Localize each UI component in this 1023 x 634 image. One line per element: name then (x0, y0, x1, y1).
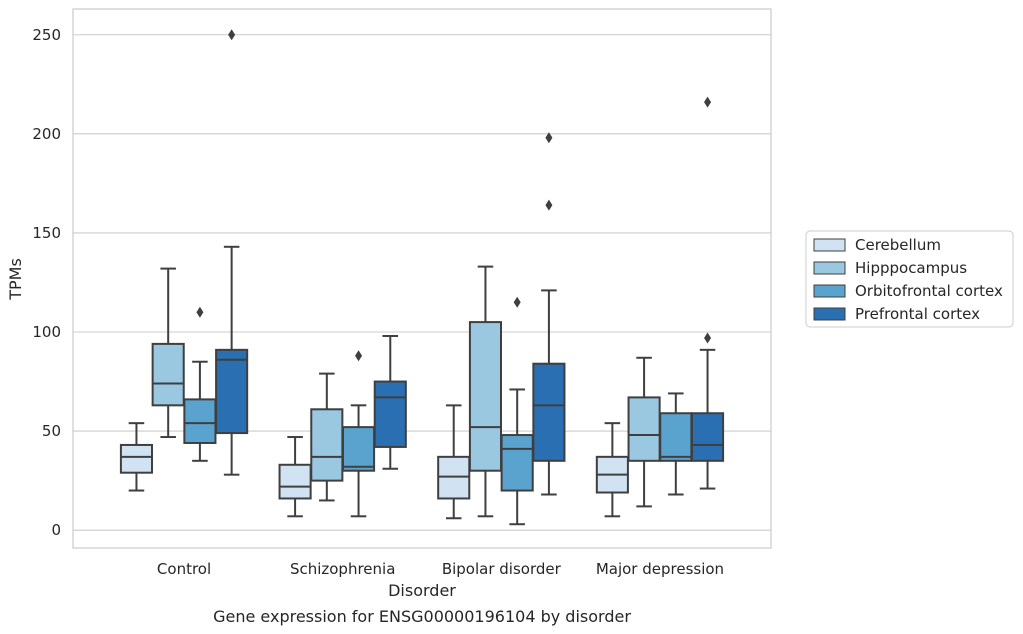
y-axis-label: TPMs (6, 258, 25, 301)
box-iqr (215, 348, 249, 435)
box-group (659, 392, 693, 496)
box-group (437, 404, 471, 520)
box-plots (119, 29, 725, 526)
legend-label: Hipppocampus (855, 259, 967, 277)
outlier-point (513, 296, 521, 308)
legend-label: Cerebellum (855, 236, 941, 254)
y-tick-label: 250 (32, 26, 61, 44)
box-iqr (468, 321, 503, 472)
y-axis-ticks: 0 50 100 150 200 250 (32, 26, 61, 539)
outlier-point (704, 96, 712, 108)
legend-swatch (813, 284, 846, 298)
outlier-point (704, 332, 712, 344)
y-tick-label: 100 (32, 323, 61, 341)
box-iqr (183, 398, 217, 444)
x-tick-label: Bipolar disorder (442, 560, 562, 578)
outlier-point (545, 199, 553, 211)
legend-label: Orbitofrontal cortex (855, 282, 1003, 300)
outlier-point (545, 132, 553, 144)
box-group (341, 350, 376, 518)
legend-swatch (813, 261, 846, 275)
box-group (310, 372, 344, 502)
box-group (183, 306, 217, 462)
box-iqr (627, 396, 661, 462)
y-tick-label: 150 (32, 224, 61, 242)
box-group (532, 132, 566, 496)
outlier-point (196, 306, 204, 318)
legend-swatch (813, 238, 846, 252)
box-group (119, 422, 154, 492)
x-tick-label: Major depression (596, 560, 724, 578)
box-iqr (373, 380, 407, 448)
legend-swatch (813, 307, 846, 321)
box-group (215, 29, 249, 476)
box-group (627, 356, 661, 508)
legend-label: Prefrontal cortex (855, 305, 980, 323)
x-axis-ticks: Control Schizophrenia Bipolar disorder Majo… (157, 560, 724, 578)
box-group (151, 267, 185, 439)
box-group (468, 265, 503, 518)
box-iqr (500, 434, 534, 492)
box-group (278, 436, 312, 518)
legend-frame (805, 230, 1014, 328)
y-tick-label: 50 (42, 422, 61, 440)
box-iqr (151, 342, 185, 407)
box-iqr (119, 443, 154, 474)
box-iqr (310, 408, 344, 482)
box-group (690, 96, 725, 490)
box-iqr (532, 362, 566, 462)
box-group (373, 334, 407, 470)
outlier-point (355, 350, 363, 362)
box-group (595, 422, 629, 518)
box-group (500, 296, 534, 526)
box-iqr (690, 412, 725, 462)
outlier-point (228, 29, 236, 41)
legend: Cerebellum Hipppocampus Orbitofrontal cort… (805, 230, 1014, 328)
box-iqr (659, 412, 693, 462)
plot-frame (72, 8, 772, 549)
chart-caption: Gene expression for ENSG00000196104 by d… (213, 607, 631, 626)
x-axis-label: Disorder (388, 581, 456, 600)
box-iqr (341, 426, 376, 472)
x-tick-label: Schizophrenia (290, 560, 395, 578)
x-tick-label: Control (157, 560, 211, 578)
box-iqr (278, 463, 312, 500)
y-tick-label: 0 (51, 521, 61, 539)
y-tick-label: 200 (32, 125, 61, 143)
